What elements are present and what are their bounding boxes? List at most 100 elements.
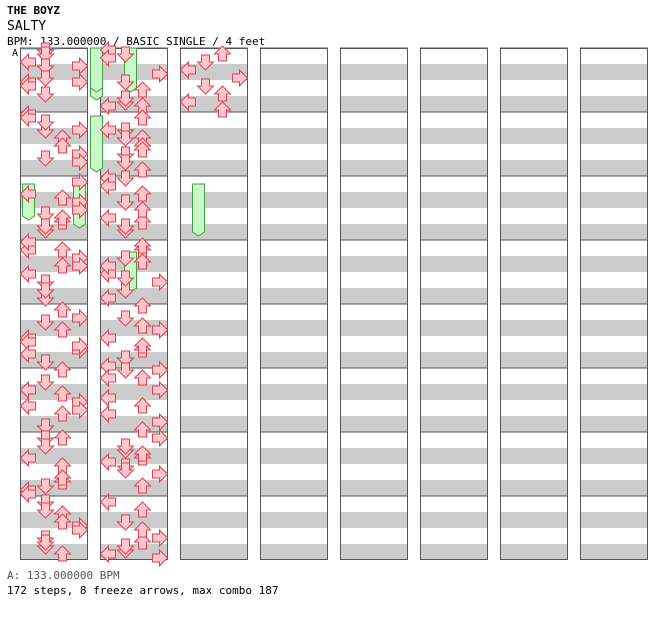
- beat-band: [340, 544, 408, 560]
- arrow-up-icon: [133, 397, 152, 414]
- beat-band: [180, 192, 248, 208]
- arrow-right-icon: [72, 120, 89, 140]
- beat-band: [580, 64, 648, 80]
- freeze-arrow: [192, 183, 205, 237]
- beat-band: [100, 288, 168, 304]
- column-border: [260, 48, 328, 560]
- arrow-down-icon: [116, 130, 135, 147]
- beat-band: [340, 320, 408, 336]
- bpm-legend: A: 133.000000 BPM: [7, 569, 120, 582]
- beat-band: [420, 256, 488, 272]
- beat-band: [500, 544, 568, 560]
- beat-band: [500, 128, 568, 144]
- arrow-up-icon: [133, 477, 152, 494]
- arrow-right-icon: [152, 64, 169, 84]
- arrow-down-icon: [116, 362, 135, 379]
- beat-band: [260, 160, 328, 176]
- arrow-right-icon: [72, 308, 89, 328]
- arrow-right-icon: [72, 172, 89, 192]
- arrow-down-icon: [36, 438, 55, 455]
- arrow-down-icon: [116, 250, 135, 267]
- beat-band: [340, 448, 408, 464]
- beat-band: [180, 96, 248, 112]
- beat-band: [20, 224, 88, 240]
- arrow-up-icon: [53, 405, 72, 422]
- arrow-up-icon: [133, 201, 152, 218]
- beat-band: [100, 512, 168, 528]
- arrow-up-icon: [133, 421, 152, 438]
- beat-band: [500, 416, 568, 432]
- beat-band: [420, 128, 488, 144]
- beat-band: [180, 480, 248, 496]
- beat-band: [580, 96, 648, 112]
- arrow-left-icon: [99, 328, 116, 348]
- beat-band: [340, 416, 408, 432]
- arrow-left-icon: [99, 96, 116, 116]
- arrow-up-icon: [133, 109, 152, 126]
- beat-band: [180, 416, 248, 432]
- arrow-up-icon: [213, 85, 232, 102]
- arrow-down-icon: [116, 350, 135, 367]
- arrow-up-icon: [133, 533, 152, 550]
- beat-band: [260, 448, 328, 464]
- arrow-up-icon: [53, 361, 72, 378]
- arrow-left-icon: [99, 176, 116, 196]
- column-border: [500, 48, 568, 560]
- arrow-right-icon: [152, 464, 169, 484]
- beat-band: [100, 160, 168, 176]
- column-border: [180, 48, 248, 560]
- beat-band: [580, 448, 648, 464]
- beat-band: [580, 480, 648, 496]
- beat-band: [260, 256, 328, 272]
- arrow-down-icon: [36, 46, 55, 63]
- beat-band: [340, 128, 408, 144]
- beat-band: [260, 384, 328, 400]
- arrow-up-icon: [133, 81, 152, 98]
- beat-band: [20, 64, 88, 80]
- beat-band: [580, 192, 648, 208]
- beat-band: [260, 544, 328, 560]
- beat-band: [20, 416, 88, 432]
- beat-band: [260, 96, 328, 112]
- arrow-down-icon: [36, 502, 55, 519]
- beat-band: [20, 384, 88, 400]
- beat-band: [260, 352, 328, 368]
- arrow-down-icon: [116, 170, 135, 187]
- beat-band: [180, 352, 248, 368]
- beat-band: [500, 256, 568, 272]
- beat-band: [340, 512, 408, 528]
- beat-band: [580, 256, 648, 272]
- arrow-down-icon: [116, 310, 135, 327]
- arrow-left-icon: [99, 544, 116, 564]
- arrow-up-icon: [53, 385, 72, 402]
- beat-band: [20, 480, 88, 496]
- beat-band: [100, 128, 168, 144]
- arrow-down-icon: [36, 70, 55, 87]
- beat-band: [340, 288, 408, 304]
- arrow-up-icon: [133, 337, 152, 354]
- beat-band: [420, 320, 488, 336]
- beat-band: [100, 224, 168, 240]
- arrow-right-icon: [152, 528, 169, 548]
- arrow-left-icon: [19, 76, 36, 96]
- beat-band: [100, 384, 168, 400]
- beat-band: [260, 512, 328, 528]
- beat-band: [580, 352, 648, 368]
- freeze-arrow: [90, 47, 103, 93]
- beat-band: [580, 160, 648, 176]
- beat-band: [500, 288, 568, 304]
- arrow-up-icon: [133, 185, 152, 202]
- arrow-down-icon: [36, 218, 55, 235]
- beat-band: [180, 256, 248, 272]
- arrow-left-icon: [99, 48, 116, 68]
- arrow-right-icon: [152, 272, 169, 292]
- beat-band: [340, 224, 408, 240]
- beat-band: [20, 160, 88, 176]
- beat-band: [500, 96, 568, 112]
- arrow-up-icon: [133, 213, 152, 230]
- beat-band: [20, 128, 88, 144]
- arrow-up-icon: [53, 469, 72, 486]
- arrow-left-icon: [99, 404, 116, 424]
- arrow-right-icon: [72, 400, 89, 420]
- beat-band: [420, 416, 488, 432]
